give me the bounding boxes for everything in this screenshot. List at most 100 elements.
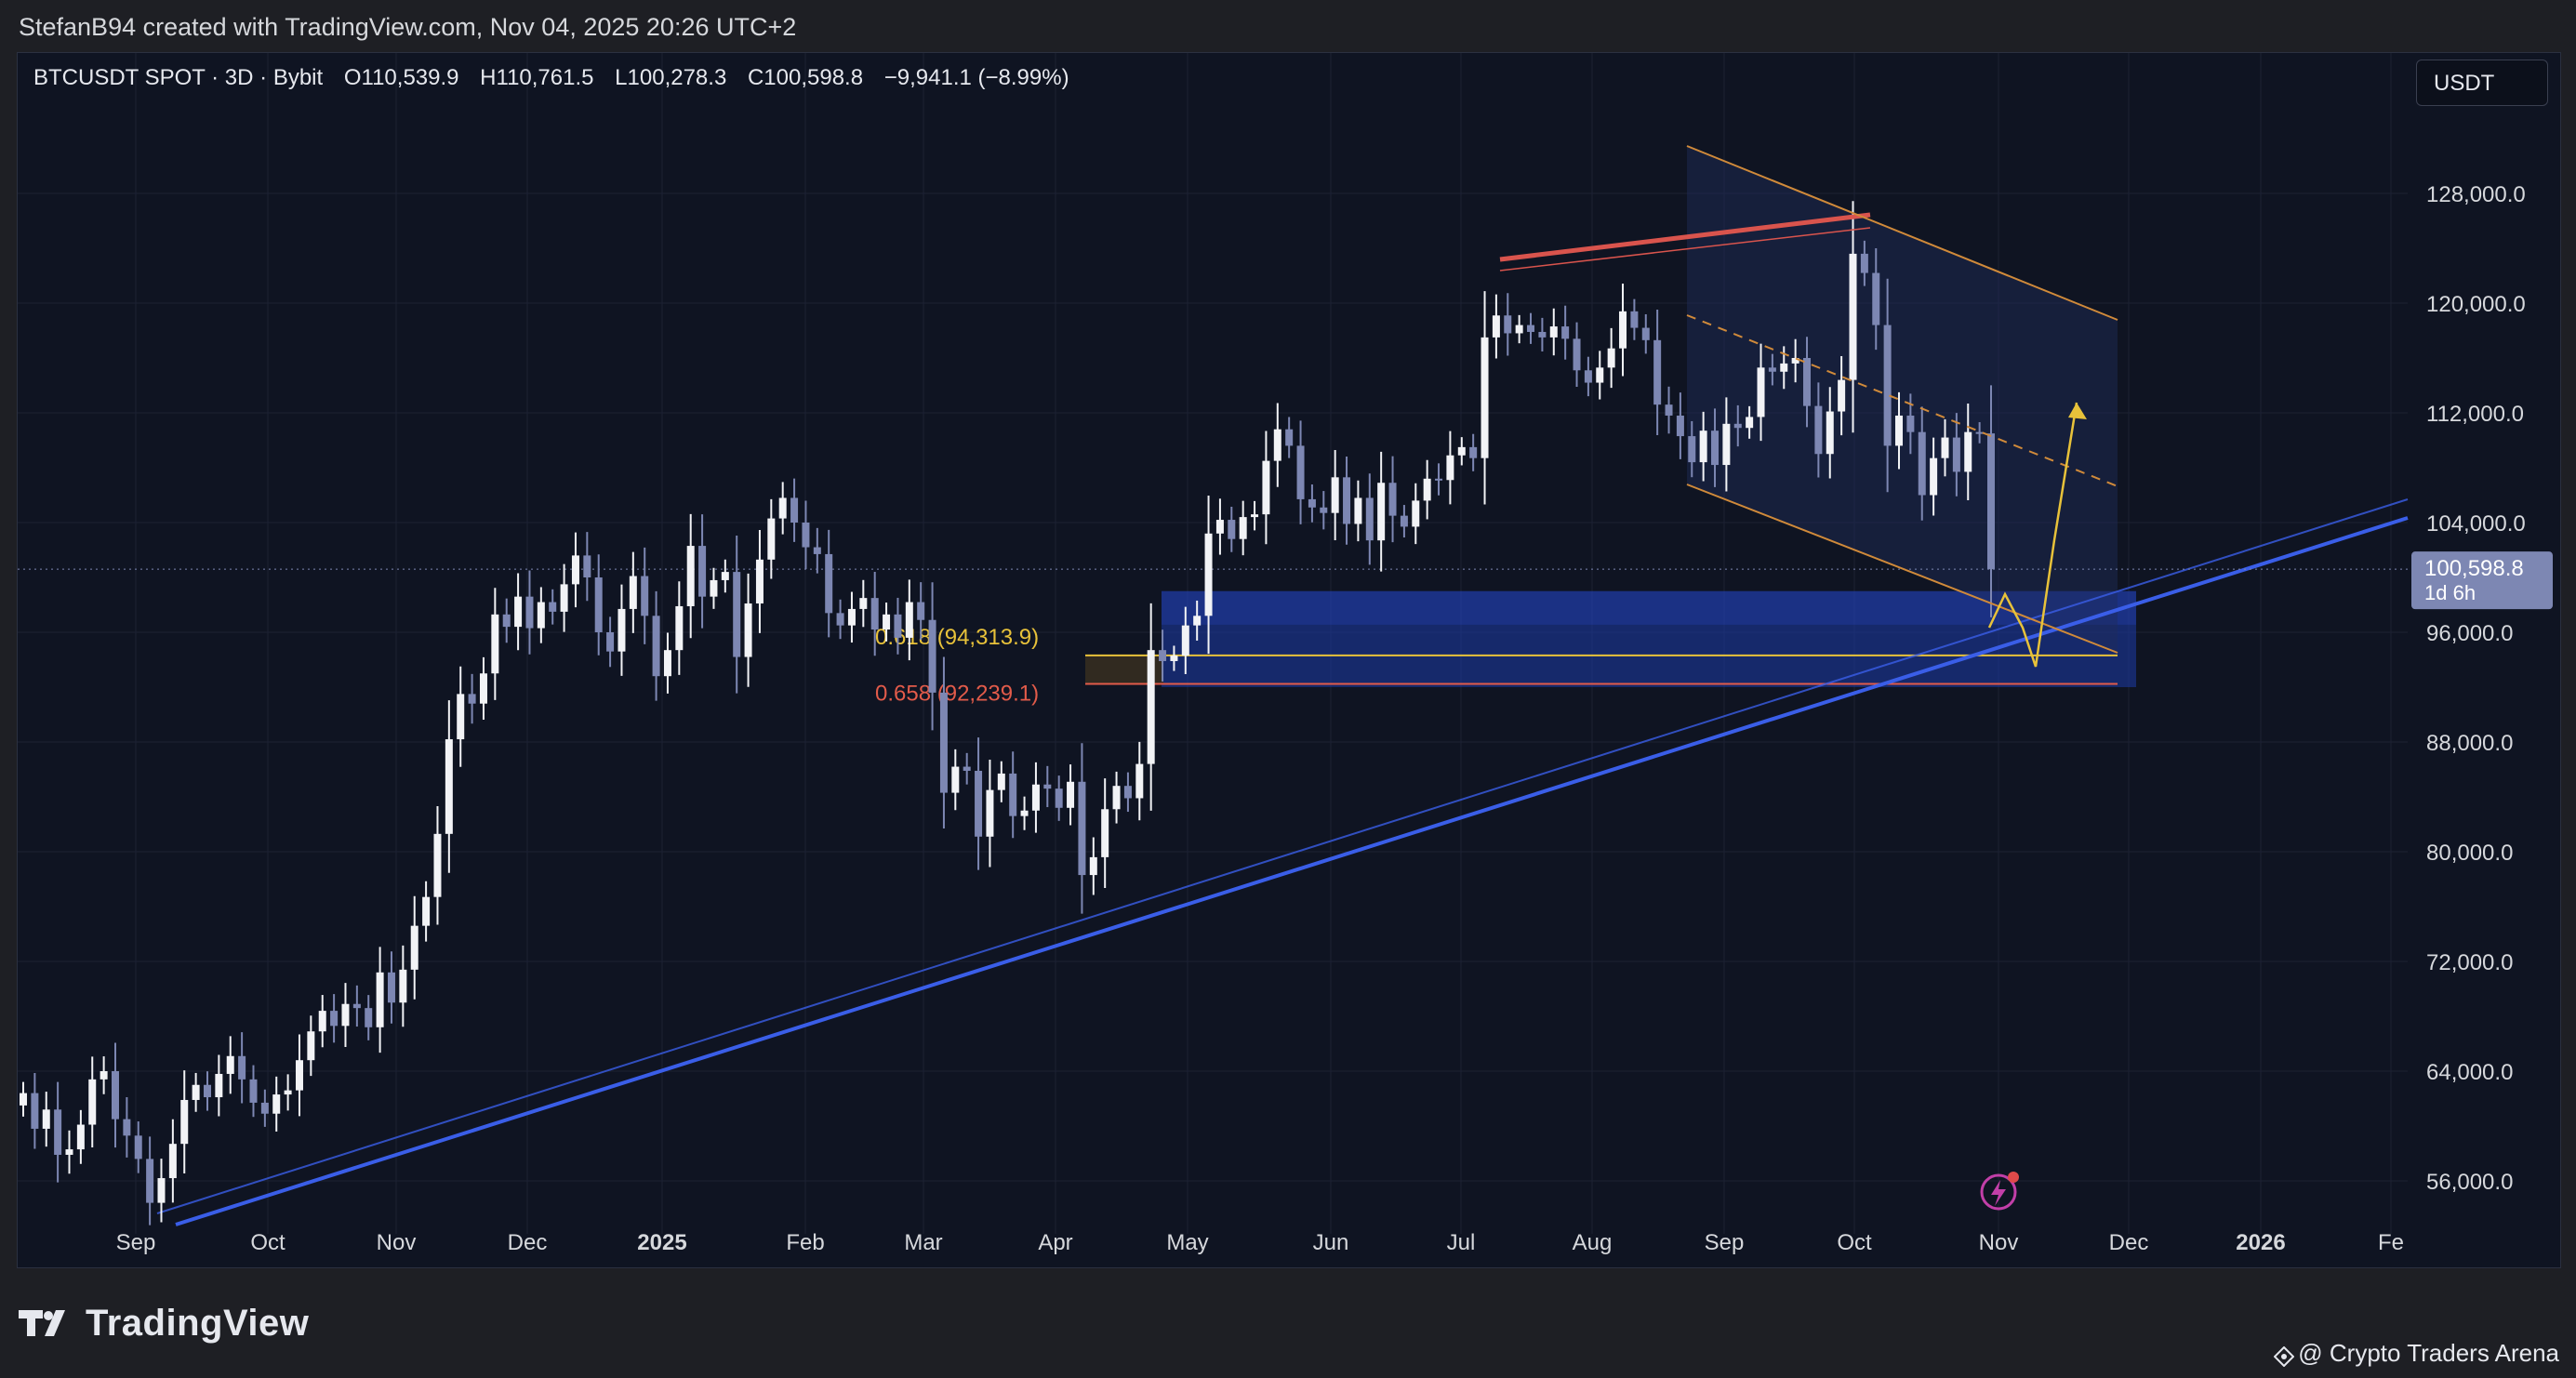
close-value: C100,598.8	[747, 65, 864, 90]
candles	[20, 201, 1995, 1226]
candle-body	[422, 896, 431, 926]
x-axis-label: Oct	[250, 1230, 285, 1255]
candle-body	[1757, 367, 1765, 417]
candle-body	[1895, 415, 1904, 446]
candle-body	[1285, 429, 1294, 446]
candle-body	[180, 1099, 189, 1145]
credit-text: @ Crypto Traders Arena	[2273, 1339, 2559, 1368]
candle-body	[249, 1079, 258, 1103]
candle-body	[387, 972, 395, 1003]
candle-body	[1251, 514, 1259, 518]
x-axis-label: Sep	[116, 1230, 156, 1255]
x-axis-label: Nov	[1979, 1230, 2019, 1255]
x-axis-label: Jul	[1447, 1230, 1476, 1255]
candle-body	[168, 1144, 177, 1179]
trendline-main[interactable]	[175, 516, 2409, 1226]
y-axis-label: 104,000.0	[2426, 511, 2526, 537]
candle-body	[1031, 784, 1040, 811]
candle-body	[215, 1073, 223, 1098]
candle-body	[272, 1094, 281, 1114]
candle-body	[1711, 431, 1720, 466]
candle-body	[1239, 517, 1247, 539]
candle-body	[617, 608, 626, 652]
candle-body	[457, 694, 465, 740]
x-axis-label: May	[1166, 1230, 1208, 1255]
candle-body	[917, 602, 925, 620]
candle-body	[1641, 327, 1650, 340]
x-axis-label: 2025	[637, 1230, 686, 1255]
candle-body	[1320, 507, 1328, 513]
candle-body	[1768, 367, 1776, 372]
candle-body	[641, 576, 649, 616]
x-axis-label: Oct	[1837, 1230, 1872, 1255]
candle-body	[1504, 315, 1512, 334]
candle-body	[100, 1071, 108, 1080]
candle-body	[307, 1031, 315, 1061]
fib-618-label: 0.618 (94,313.9)	[875, 625, 1039, 650]
y-axis-label: 80,000.0	[2426, 841, 2513, 866]
candle-body	[76, 1124, 85, 1150]
projection-path[interactable]	[1987, 402, 2078, 668]
candle-body	[445, 739, 453, 834]
candle-body	[226, 1055, 234, 1074]
candle-body	[560, 584, 568, 612]
chart-pane[interactable]: 0.618 (94,313.9) 0.658 (92,239.1) 128,000.…	[17, 52, 2561, 1268]
candle-body	[410, 925, 418, 970]
candle-body	[1515, 325, 1523, 334]
candle-body	[134, 1135, 142, 1159]
x-axis-label: Mar	[904, 1230, 942, 1255]
open-value: O110,539.9	[343, 65, 459, 90]
candle-body	[594, 577, 603, 632]
candle-body	[1930, 457, 1938, 496]
candle-body	[1308, 498, 1316, 508]
candle-body	[1262, 460, 1270, 515]
candle-body	[88, 1079, 97, 1125]
candle-body	[1101, 809, 1109, 857]
x-axis-label: Fe	[2378, 1230, 2404, 1255]
x-axis-label: Aug	[1573, 1230, 1613, 1255]
trendline-upper[interactable]	[156, 498, 2409, 1214]
candle-body	[295, 1060, 303, 1091]
candle-body	[1596, 367, 1604, 383]
candle-body	[433, 833, 442, 897]
channel-lower-line[interactable]	[1686, 484, 2118, 654]
candle-body	[583, 555, 591, 577]
currency-button[interactable]: USDT	[2416, 60, 2548, 106]
candle-body	[260, 1102, 269, 1114]
tradingview-brand[interactable]: TradingView	[19, 1298, 309, 1348]
y-axis-label: 88,000.0	[2426, 731, 2513, 756]
candle-body	[203, 1084, 211, 1098]
candle-body	[767, 518, 776, 560]
candle-body	[686, 546, 695, 606]
candle-body	[1412, 500, 1420, 527]
demand-zone[interactable]	[1162, 590, 2136, 687]
candle-body	[1803, 358, 1812, 406]
candle-body	[710, 579, 718, 597]
candle-body	[192, 1084, 200, 1100]
candle-body	[502, 614, 511, 628]
candle-body	[883, 614, 891, 630]
candle-body	[1975, 431, 1984, 434]
candle-body	[847, 608, 856, 626]
price-chart[interactable]: 0.618 (94,313.9) 0.658 (92,239.1) 128,000.…	[18, 53, 2560, 1267]
candle-body	[813, 547, 821, 554]
symbol-label[interactable]: BTCUSDT SPOT · 3D · Bybit	[33, 65, 324, 90]
channel-upper-line[interactable]	[1686, 145, 2118, 321]
x-axis-label: Apr	[1038, 1230, 1072, 1255]
candle-body	[1573, 338, 1581, 371]
candle-body	[1722, 423, 1731, 466]
y-axis-label: 56,000.0	[2426, 1170, 2513, 1195]
candle-body	[1354, 497, 1362, 524]
lightning-alert-icon[interactable]	[1980, 1172, 2019, 1211]
candle-body	[894, 614, 902, 638]
candle-body	[1135, 763, 1144, 799]
candle-body	[755, 559, 764, 604]
y-axis-label: 96,000.0	[2426, 621, 2513, 646]
candle-body	[1791, 358, 1799, 364]
resistance-line[interactable]	[1499, 212, 1871, 262]
candle-body	[1527, 325, 1535, 332]
candle-body	[1423, 478, 1431, 501]
candle-body	[1987, 433, 1995, 570]
channel-mid-line[interactable]	[1686, 314, 2118, 487]
candle-body	[836, 613, 844, 626]
